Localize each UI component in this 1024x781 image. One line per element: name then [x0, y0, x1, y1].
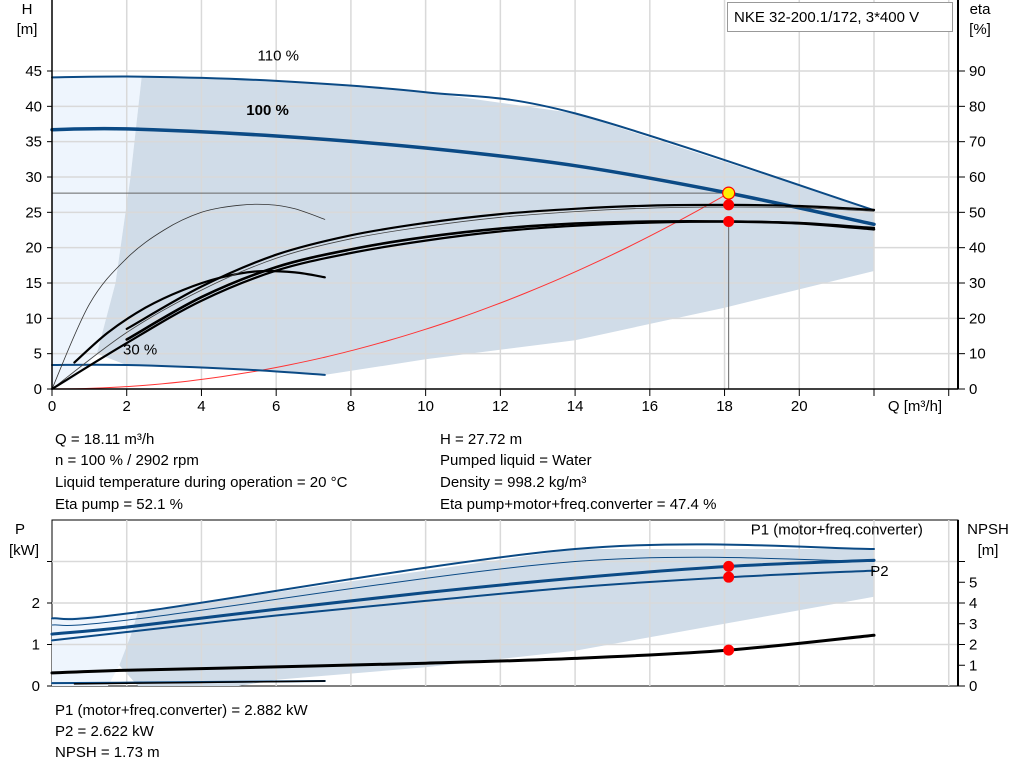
y2-tick-label: 60	[969, 169, 986, 186]
info-q: Q = 18.11 m³/h	[55, 431, 155, 448]
info-p1: P1 (motor+freq.converter) = 2.882 kW	[55, 702, 308, 719]
y-tick-label: 0	[34, 381, 42, 398]
y2-tick-label: 20	[969, 310, 986, 327]
y-tick-label: 45	[25, 63, 42, 80]
x-tick-label: 0	[48, 398, 56, 415]
npsh-tick-label: 2	[969, 637, 977, 654]
x-tick-label: 2	[123, 398, 131, 415]
x-tick-label: 6	[272, 398, 280, 415]
head-series-8	[125, 219, 876, 341]
y2-tick-label: 10	[969, 346, 986, 363]
p-tick-label: 0	[32, 678, 40, 695]
y-tick-label: 35	[25, 134, 42, 151]
x-tick-label: 8	[347, 398, 355, 415]
duty-point-head[interactable]	[722, 186, 736, 200]
head-series-3	[51, 203, 326, 390]
p-axis-label-name: P	[15, 521, 25, 538]
head-series-4	[73, 269, 326, 364]
x-tick-label: 16	[641, 398, 658, 415]
duty-point-p1	[723, 560, 735, 572]
y-tick-label: 40	[25, 98, 42, 115]
x-tick-label: 14	[567, 398, 584, 415]
npsh-axis-label-unit: [m]	[978, 542, 999, 559]
y-tick-label: 25	[25, 204, 42, 221]
info-speed: n = 100 % / 2902 rpm	[55, 452, 199, 469]
power-series-0	[51, 543, 875, 621]
npsh-tick-label: 4	[969, 595, 977, 612]
power-curve-label-1: P2	[870, 563, 888, 580]
head-grid	[52, 0, 958, 389]
y2-tick-label: 40	[969, 240, 986, 257]
y2-tick-label: 90	[969, 63, 986, 80]
y2-tick-label: 80	[969, 98, 986, 115]
info-npsh: NPSH = 1.73 m	[55, 744, 160, 761]
y2-tick-label: 30	[969, 275, 986, 292]
p-axis-label-unit: [kW]	[9, 542, 39, 559]
power-range-band	[119, 549, 875, 686]
y-axis-label-name: H	[22, 1, 33, 18]
system-curve	[51, 192, 729, 390]
x-tick-label: 18	[716, 398, 733, 415]
operating-range-light	[52, 76, 142, 389]
curve-label-1: 100 %	[246, 102, 289, 119]
info-p2: P2 = 2.622 kW	[55, 723, 154, 740]
y2-tick-label: 70	[969, 134, 986, 151]
power-series-5	[73, 680, 326, 685]
npsh-tick-label: 1	[969, 657, 977, 674]
duty-point-npsh	[723, 644, 735, 656]
y-tick-label: 30	[25, 169, 42, 186]
head-series-0	[51, 75, 875, 212]
info-temperature: Liquid temperature during operation = 20…	[55, 474, 348, 491]
head-series-6	[125, 203, 876, 330]
head-series-2	[51, 363, 326, 376]
x-tick-label: 10	[417, 398, 434, 415]
duty-point-p2	[723, 571, 735, 583]
info-density: Density = 998.2 kg/m³	[440, 474, 587, 491]
p-tick-label: 1	[32, 637, 40, 654]
pump-model-title: NKE 32-200.1/172, 3*400 V	[727, 2, 953, 32]
power-series-1	[51, 556, 875, 626]
curve-label-0: 110 %	[258, 47, 299, 64]
info-liquid: Pumped liquid = Water	[440, 452, 592, 469]
power-range-light	[52, 612, 138, 686]
curve-label-2: 30 %	[123, 341, 157, 358]
y2-axis-label-unit: [%]	[969, 21, 991, 38]
x-tick-label: 4	[197, 398, 205, 415]
y-axis-label-unit: [m]	[17, 21, 38, 38]
info-head: H = 27.72 m	[440, 431, 523, 448]
y2-tick-label: 50	[969, 204, 986, 221]
p-tick-label: 2	[32, 595, 40, 612]
duty-point-eta-total	[723, 216, 735, 228]
x-tick-label: 20	[791, 398, 808, 415]
npsh-tick-label: 5	[969, 574, 977, 591]
info-eta-total: Eta pump+motor+freq.converter = 47.4 %	[440, 496, 717, 513]
npsh-axis-label-name: NPSH	[967, 521, 1009, 538]
x-tick-label: 12	[492, 398, 509, 415]
y2-tick-label: 0	[969, 381, 977, 398]
x-axis-label: Q [m³/h]	[888, 398, 942, 415]
y2-axis-label-name: eta	[970, 1, 992, 18]
power-curve-label-0: P1 (motor+freq.converter)	[751, 522, 923, 539]
duty-point-eta-pump	[723, 199, 735, 211]
npsh-tick-label: 0	[969, 678, 977, 695]
y-tick-label: 15	[25, 275, 42, 292]
npsh-tick-label: 3	[969, 616, 977, 633]
y-tick-label: 20	[25, 240, 42, 257]
operating-range-band	[96, 76, 875, 375]
y-tick-label: 5	[34, 346, 42, 363]
info-eta-pump: Eta pump = 52.1 %	[55, 496, 183, 513]
y-tick-label: 10	[25, 310, 42, 327]
